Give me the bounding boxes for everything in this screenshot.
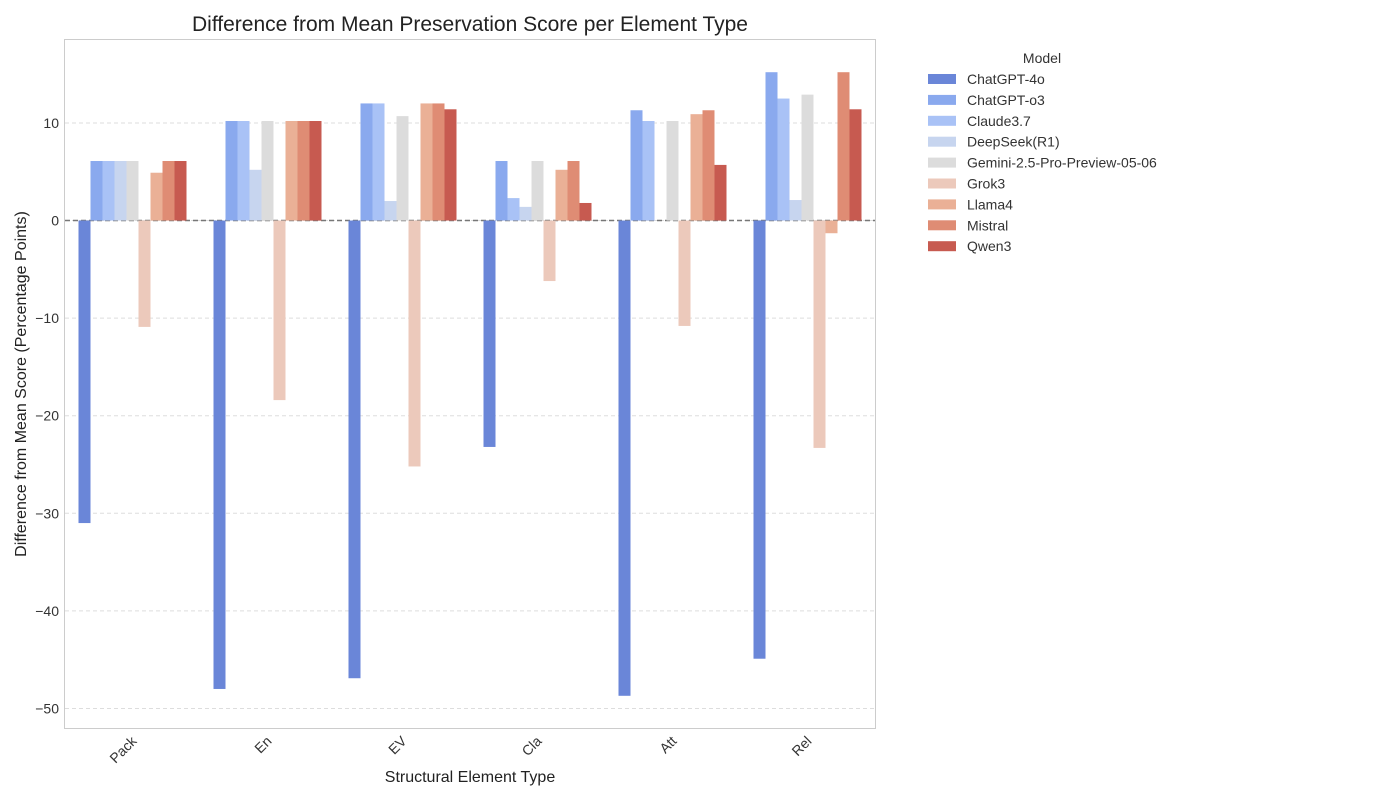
bar [813, 220, 826, 448]
legend-swatch [928, 157, 956, 168]
bar [114, 161, 127, 221]
bar [225, 120, 238, 221]
legend-label: Claude3.7 [967, 113, 1031, 129]
legend-swatch [928, 115, 956, 126]
legend-swatch [928, 220, 956, 231]
bar [372, 103, 385, 221]
y-tick-label: −20 [35, 408, 59, 424]
legend: Model ChatGPT-4o ChatGPT-o3 Claude3.7 DeepS… [928, 50, 1157, 254]
legend-label: ChatGPT-4o [967, 71, 1045, 87]
bar [444, 109, 457, 221]
bar [666, 120, 679, 221]
legend-item: Llama4 [928, 196, 1013, 212]
bar [396, 116, 409, 221]
bar [837, 72, 850, 221]
bar [630, 110, 643, 221]
legend-item: Grok3 [928, 176, 1005, 192]
bar [567, 161, 580, 221]
legend-label: Qwen3 [967, 238, 1012, 254]
bar [642, 120, 655, 221]
y-axis-ticks: 10 0 −10 −20 −30 −40 −50 [35, 115, 59, 717]
bar [273, 220, 286, 401]
legend-swatch [928, 178, 956, 189]
y-tick-label: −40 [35, 603, 59, 619]
legend-item: ChatGPT-o3 [928, 92, 1045, 108]
legend-item: Mistral [928, 217, 1008, 233]
y-axis-title: Difference from Mean Score (Percentage P… [13, 211, 30, 557]
bar [714, 164, 727, 221]
bar [348, 220, 361, 679]
bar [360, 103, 373, 221]
bar [213, 220, 226, 689]
bar [126, 161, 139, 221]
y-tick-label: −50 [35, 700, 59, 716]
bar [78, 220, 91, 524]
legend-item: Qwen3 [928, 238, 1012, 254]
legend-swatch [928, 199, 956, 210]
legend-label: Llama4 [967, 196, 1013, 212]
y-tick-label: −10 [35, 310, 59, 326]
legend-item: Gemini-2.5-Pro-Preview-05-06 [928, 155, 1157, 171]
legend-item: Claude3.7 [928, 113, 1031, 129]
bar [261, 120, 274, 221]
y-tick-label: 10 [43, 115, 59, 131]
bar [555, 169, 568, 221]
bar [849, 109, 862, 221]
bar [483, 220, 496, 447]
bar [753, 220, 766, 659]
bar [579, 202, 592, 221]
bar [162, 161, 175, 221]
bar [174, 161, 187, 221]
plot-frame [64, 39, 876, 729]
chart-title: Difference from Mean Preservation Score … [192, 13, 748, 36]
bar [519, 206, 532, 221]
legend-swatch [928, 241, 956, 252]
bar [531, 161, 544, 221]
bar [309, 120, 322, 221]
legend-label: Gemini-2.5-Pro-Preview-05-06 [967, 155, 1157, 171]
y-tick-label: −30 [35, 505, 59, 521]
bar [237, 120, 250, 221]
bar [507, 198, 520, 221]
legend-item: DeepSeek(R1) [928, 134, 1060, 150]
bar [420, 103, 433, 221]
bar [702, 110, 715, 221]
bar [432, 103, 445, 221]
legend-label: ChatGPT-o3 [967, 92, 1045, 108]
bar [789, 200, 802, 221]
bar [138, 220, 151, 327]
bar [285, 120, 298, 221]
legend-label: Mistral [967, 217, 1008, 233]
bar [777, 98, 790, 221]
bar [384, 201, 397, 221]
bar [543, 220, 556, 282]
bar [825, 220, 838, 234]
legend-label: DeepSeek(R1) [967, 134, 1060, 150]
bar [90, 161, 103, 221]
legend-label: Grok3 [967, 176, 1005, 192]
bar [678, 220, 691, 326]
legend-item: ChatGPT-4o [928, 71, 1045, 87]
bar [249, 169, 262, 221]
bar [801, 94, 814, 221]
bar [408, 220, 421, 467]
legend-swatch [928, 136, 956, 147]
legend-title: Model [1023, 50, 1061, 66]
bar [765, 72, 778, 221]
bar [495, 161, 508, 221]
legend-swatch [928, 74, 956, 84]
bar [618, 220, 631, 696]
bar [102, 161, 115, 221]
bar [150, 172, 163, 221]
bars [78, 72, 862, 696]
legend-swatch [928, 94, 956, 105]
y-tick-label: 0 [51, 213, 59, 229]
bar [297, 120, 310, 221]
x-axis-title: Structural Element Type [385, 769, 556, 786]
bar [690, 114, 703, 221]
